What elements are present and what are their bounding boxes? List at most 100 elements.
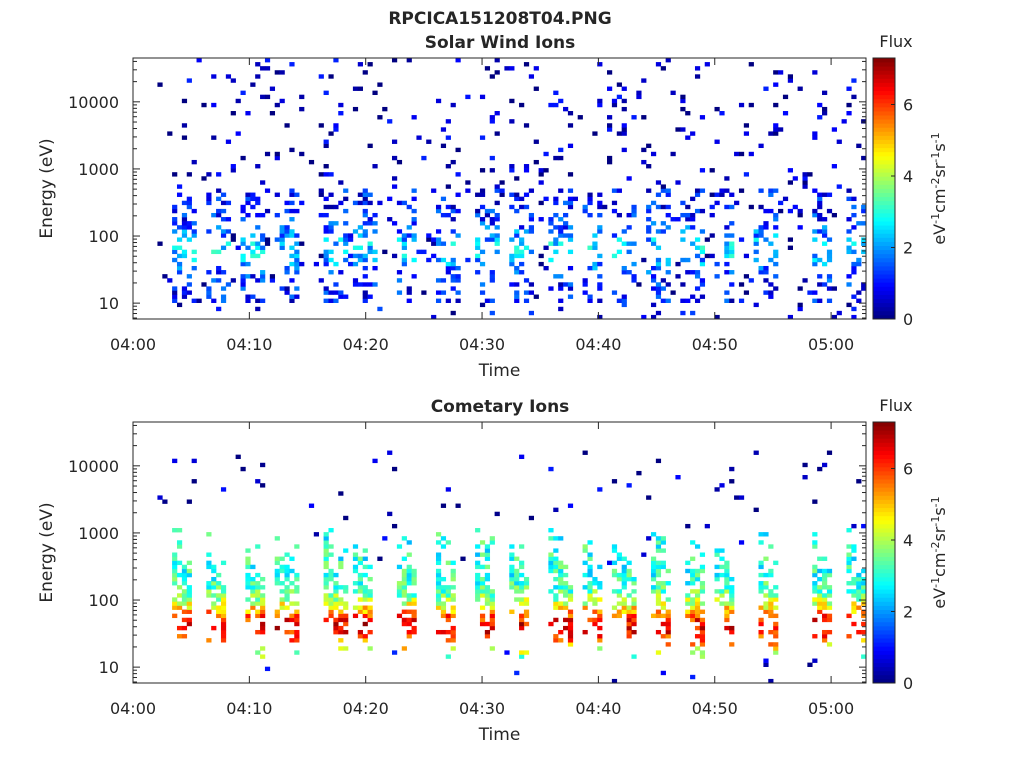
- heatmap-cell: [191, 221, 197, 226]
- heatmap-cell: [523, 576, 530, 582]
- heatmap-cell: [773, 225, 779, 230]
- heatmap-cell: [279, 225, 285, 230]
- heatmap-cell: [172, 576, 178, 582]
- heatmap-cell: [817, 102, 823, 108]
- heatmap-cell: [582, 572, 588, 578]
- heatmap-cell: [621, 605, 627, 610]
- heatmap-cell: [338, 597, 344, 602]
- heatmap-cell: [260, 66, 266, 71]
- heatmap-cell: [817, 589, 823, 594]
- heatmap-cell: [338, 237, 344, 242]
- heatmap-cell: [367, 217, 373, 222]
- heatmap-cell: [597, 487, 603, 492]
- heatmap-cell: [558, 188, 564, 193]
- heatmap-cell: [563, 605, 569, 610]
- heatmap-cell: [621, 98, 627, 104]
- heatmap-cell: [220, 617, 227, 623]
- heatmap-cell: [582, 278, 588, 283]
- heatmap-cell: [489, 540, 495, 545]
- heatmap-cell: [822, 629, 828, 635]
- heatmap-cell: [694, 617, 701, 623]
- heatmap-cell: [431, 241, 437, 246]
- heatmap-cell: [587, 265, 593, 271]
- heatmap-cell: [773, 625, 779, 631]
- heatmap-cell: [176, 572, 183, 578]
- heatmap-cell: [822, 229, 828, 234]
- colorbar-title: Flux: [879, 396, 912, 415]
- heatmap-cell: [509, 556, 515, 561]
- heatmap-cell: [509, 168, 515, 173]
- heatmap-cell: [323, 560, 329, 566]
- heatmap-cell: [563, 572, 569, 578]
- colorbar-step: [873, 568, 895, 574]
- x-tick-label: 04:20: [343, 335, 389, 354]
- heatmap-cell: [655, 265, 662, 271]
- heatmap-cell: [225, 74, 232, 79]
- heatmap-cell: [255, 278, 261, 283]
- colorbar-step: [873, 233, 895, 238]
- heatmap-cell: [699, 564, 706, 570]
- heatmap-cell: [411, 257, 417, 263]
- cometary-panel: Cometary Ions 04:00 04:10 04:20 04:30 04:40 0…: [37, 396, 949, 745]
- heatmap-cell: [479, 249, 486, 255]
- heatmap-cell: [621, 123, 627, 128]
- heatmap-cell: [372, 257, 378, 263]
- heatmap-cell: [607, 86, 613, 91]
- heatmap-cell: [494, 58, 500, 63]
- heatmap-cell: [797, 225, 803, 230]
- heatmap-cell: [724, 617, 730, 623]
- colorbar-step: [873, 662, 895, 668]
- heatmap-cell: [352, 282, 359, 287]
- heatmap-cell: [558, 585, 564, 590]
- heatmap-cell: [343, 585, 349, 590]
- heatmap-cell: [250, 294, 256, 299]
- heatmap-cell: [206, 638, 212, 643]
- heatmap-cell: [553, 597, 559, 602]
- heatmap-cell: [655, 585, 662, 590]
- heatmap-cell: [665, 282, 671, 287]
- heatmap-cell: [264, 241, 271, 246]
- heatmap-cell: [729, 204, 735, 210]
- heatmap-cell: [284, 200, 290, 206]
- heatmap-cell: [514, 208, 520, 214]
- heatmap-cell: [176, 634, 183, 639]
- heatmap-cell: [475, 241, 481, 246]
- heatmap-cell: [377, 200, 383, 206]
- heatmap-cell: [836, 310, 842, 316]
- heatmap-cell: [538, 200, 544, 206]
- heatmap-cell: [245, 572, 251, 578]
- heatmap-cell: [352, 605, 359, 610]
- heatmap-cell: [328, 544, 334, 549]
- heatmap-cell: [694, 589, 701, 594]
- heatmap-cell: [411, 581, 417, 586]
- heatmap-cell: [216, 593, 222, 598]
- heatmap-cell: [607, 159, 613, 165]
- heatmap-cell: [475, 544, 481, 549]
- heatmap-cell: [592, 621, 598, 627]
- heatmap-cell: [758, 585, 764, 590]
- heatmap-cell: [509, 237, 515, 242]
- heatmap-cell: [294, 638, 300, 643]
- heatmap-cell: [690, 597, 696, 602]
- heatmap-cell: [812, 298, 818, 303]
- heatmap-cell: [372, 249, 378, 255]
- colorbar-title: Flux: [879, 32, 912, 51]
- heatmap-cell: [181, 568, 188, 574]
- heatmap-cell: [323, 172, 329, 177]
- heatmap-cell: [611, 548, 618, 553]
- colorbar-step: [873, 314, 895, 320]
- heatmap-cell: [450, 560, 456, 566]
- heatmap-cell: [465, 188, 471, 193]
- heatmap-cell: [587, 192, 593, 197]
- heatmap-cell: [274, 237, 280, 242]
- heatmap-cell: [680, 106, 686, 112]
- heatmap-cell: [851, 593, 857, 598]
- heatmap-cell: [523, 229, 530, 234]
- heatmap-cell: [245, 111, 251, 116]
- heatmap-cell: [724, 572, 730, 578]
- heatmap-cell: [597, 192, 603, 197]
- heatmap-cell: [362, 265, 368, 271]
- heatmap-cell: [553, 196, 559, 202]
